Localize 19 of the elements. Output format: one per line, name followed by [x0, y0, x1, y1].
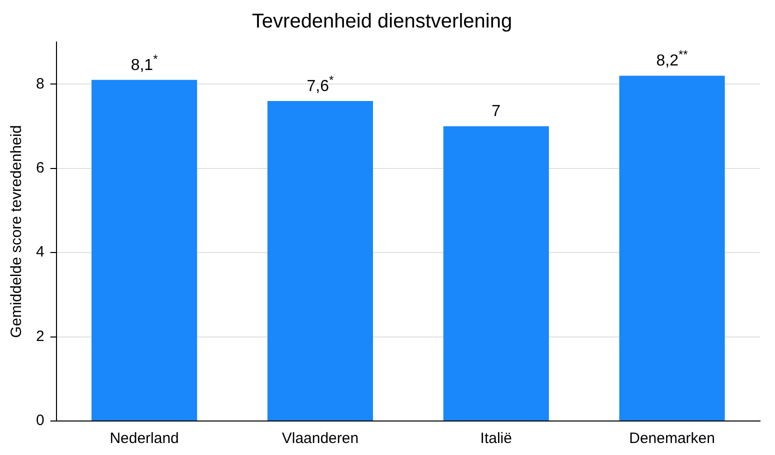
bar [619, 76, 725, 420]
x-tick-label: Nederland [110, 430, 179, 448]
bar [92, 80, 198, 420]
data-label: 8,1* [130, 52, 158, 74]
bar [267, 100, 373, 420]
y-tick-label: 6 [36, 159, 44, 176]
x-tick-label: Denemarken [629, 430, 715, 448]
bar [443, 126, 549, 420]
y-tick-label: 2 [36, 328, 44, 345]
data-label: 8,2** [656, 48, 688, 70]
y-tick-label: 0 [36, 412, 44, 430]
x-tick-label: Vlaanderen [282, 430, 359, 448]
data-label: 7,6* [306, 72, 334, 95]
y-tick-label: 8 [36, 75, 44, 92]
chart-title: Tevredenheid dienstverlening [252, 10, 512, 33]
x-tick-label: Italië [480, 430, 512, 448]
y-axis-title: Gemiddelde score tevredenheid [8, 125, 26, 338]
data-label: 7 [492, 103, 501, 120]
y-tick-label: 4 [36, 244, 44, 261]
